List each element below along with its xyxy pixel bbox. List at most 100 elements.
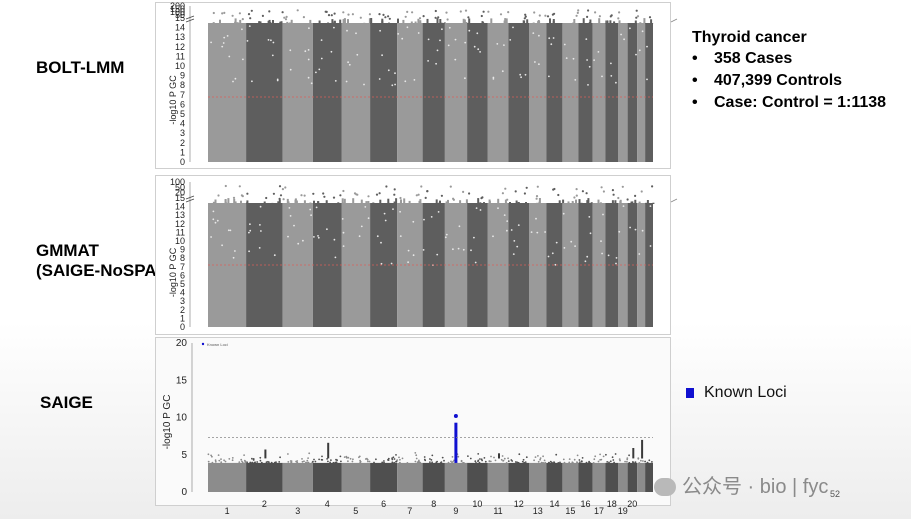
speckle-point	[417, 32, 420, 34]
edge-point	[258, 21, 261, 24]
speckle-point	[251, 80, 253, 83]
snp-point	[490, 455, 492, 458]
speckle-point	[551, 252, 554, 255]
speckle-point	[347, 61, 349, 64]
snp-point	[217, 454, 220, 456]
edge-point	[575, 199, 577, 204]
snp-point	[606, 461, 609, 463]
snp-point	[488, 460, 491, 462]
speckle-point	[572, 57, 575, 60]
edge-point	[212, 201, 215, 204]
snp-point	[329, 461, 331, 464]
edge-point	[368, 18, 371, 24]
edge-point	[652, 202, 655, 204]
speckle-point	[458, 225, 461, 228]
edge-point	[214, 199, 217, 204]
edge-point	[291, 203, 294, 204]
chromosome-column-16	[578, 23, 593, 162]
speckle-point	[532, 32, 535, 34]
edge-point	[287, 201, 290, 204]
extreme-point	[249, 17, 252, 20]
snp-point	[415, 454, 418, 457]
edge-point	[445, 201, 448, 204]
extreme-point	[212, 11, 215, 15]
snp-point	[510, 459, 513, 461]
snp-point	[241, 460, 243, 463]
speckle-point	[435, 62, 437, 65]
known-loci-swatch-icon	[686, 388, 694, 398]
extreme-point	[602, 190, 606, 193]
bullet-ratio: • Case: Control = 1:1138	[692, 92, 886, 114]
snp-point	[295, 460, 297, 463]
speckle-point	[313, 236, 315, 238]
edge-point	[419, 199, 422, 204]
chromosome-column-19	[618, 23, 628, 162]
extreme-point	[415, 194, 418, 197]
speckle-point	[516, 245, 519, 248]
extreme-point	[535, 195, 539, 198]
snp-point	[638, 462, 641, 464]
chromosome-column-3	[282, 23, 313, 162]
extreme-point	[232, 196, 236, 199]
watermark-text: 公众号 · bio | fyc	[682, 476, 829, 498]
extreme-point	[332, 196, 336, 199]
speckle-point	[376, 235, 379, 238]
snp-point	[542, 461, 544, 464]
speckle-point	[248, 231, 250, 234]
speckle-point	[634, 228, 637, 231]
extreme-point	[247, 13, 251, 16]
speckle-point	[479, 209, 482, 211]
controls-text: 407,399 Controls	[714, 72, 843, 89]
edge-point	[372, 202, 375, 204]
edge-point	[347, 23, 350, 24]
speckle-point	[423, 218, 425, 221]
speckle-point	[430, 216, 433, 218]
speckle-point	[315, 206, 318, 209]
speckle-point	[474, 261, 477, 264]
snp-point	[543, 459, 546, 462]
snp-point	[494, 459, 497, 462]
speckle-point	[234, 250, 236, 252]
snp-point	[581, 457, 584, 459]
extreme-point	[525, 186, 528, 189]
extreme-point	[533, 11, 536, 14]
chromosome-column-9	[444, 23, 468, 162]
speckle-point	[383, 212, 386, 215]
snp-point	[418, 459, 420, 462]
speckle-point	[439, 39, 441, 42]
snp-point	[483, 457, 486, 459]
snp-point	[599, 453, 601, 456]
edge-point	[560, 23, 563, 24]
edge-point	[300, 203, 302, 204]
speckle-point	[348, 63, 351, 66]
speckle-point	[602, 213, 604, 216]
speckle-point	[475, 207, 478, 210]
snp-point	[391, 457, 393, 460]
edge-point	[397, 18, 399, 24]
edge-point	[317, 201, 320, 204]
extreme-point	[617, 196, 620, 200]
snp-point	[243, 454, 246, 456]
extreme-point	[449, 185, 452, 188]
snp-point	[368, 460, 371, 463]
speckle-point	[401, 37, 404, 40]
edge-point	[370, 18, 373, 24]
snp-point	[383, 460, 385, 462]
edge-point	[309, 202, 312, 204]
y-tick-label: 12	[175, 42, 185, 52]
snp-point	[521, 460, 524, 463]
edge-point	[558, 200, 561, 204]
speckle-point	[248, 250, 251, 253]
extreme-point	[285, 15, 288, 18]
snp-point	[642, 460, 644, 462]
snp-point	[609, 460, 612, 463]
chromosome-column-5	[341, 23, 371, 162]
y-tick-label: 7	[180, 262, 185, 272]
edge-point	[505, 18, 508, 24]
y-tick-label: 10	[175, 61, 185, 71]
extreme-point	[250, 9, 253, 12]
snp-point	[585, 461, 588, 464]
chromosome-column-20	[627, 23, 638, 162]
chromosome-column-18	[605, 203, 618, 327]
y-tick-label: 15	[175, 13, 185, 23]
